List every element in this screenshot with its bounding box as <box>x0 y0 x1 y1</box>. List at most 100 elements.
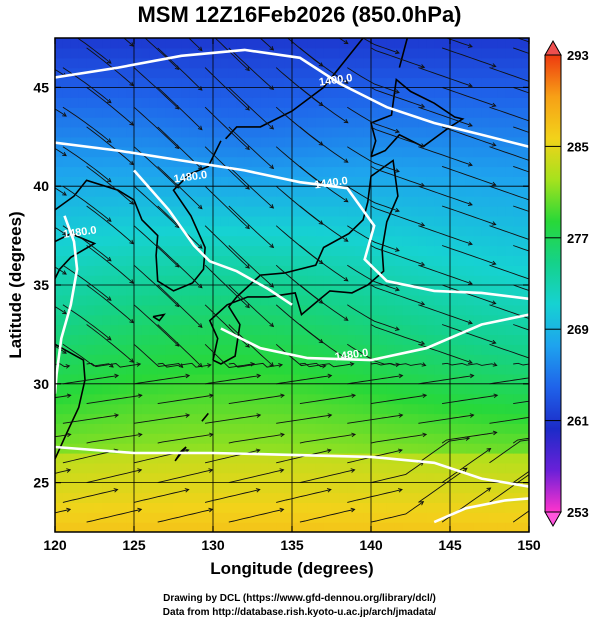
streamline <box>76 38 112 64</box>
streamline <box>55 394 71 399</box>
streamline-arrow <box>245 343 250 348</box>
streamline <box>123 38 134 47</box>
streamline-arrow <box>185 373 191 379</box>
streamline <box>157 166 203 210</box>
colorbar-tick-label: 277 <box>567 231 589 246</box>
streamline <box>133 414 190 424</box>
streamline <box>489 474 529 503</box>
streamline <box>205 375 261 385</box>
streamline-arrow <box>539 281 543 285</box>
streamline-arrow <box>467 161 473 167</box>
streamline-arrow <box>137 393 143 399</box>
streamline-arrow <box>398 373 404 379</box>
streamline-arrow <box>62 191 67 196</box>
colorbar-tick-label: 293 <box>567 48 589 63</box>
streamline-arrow <box>40 169 44 172</box>
streamline-arrow <box>106 217 112 222</box>
x-axis: 120 125 130 135 140 145 150 <box>43 38 541 553</box>
streamline-arrow <box>539 123 543 127</box>
streamline <box>512 437 529 444</box>
contour-label: 1440.0 <box>314 175 349 192</box>
streamline <box>441 324 496 344</box>
streamline-arrow <box>422 393 428 399</box>
streamline <box>513 47 529 54</box>
streamline-arrow <box>208 507 214 513</box>
streamline-arrow <box>563 64 567 68</box>
streamline <box>489 67 529 82</box>
credit-data: Data from http://database.rish.kyoto-u.a… <box>162 607 437 618</box>
streamline-arrow <box>343 79 349 84</box>
wind-streamlines <box>0 0 569 523</box>
x-tick-label: 130 <box>201 537 225 553</box>
streamline <box>86 245 134 284</box>
coast-segment <box>55 232 97 281</box>
streamline <box>513 205 529 212</box>
streamline-arrow <box>114 373 120 379</box>
streamline-arrow <box>174 104 180 110</box>
streamline-arrow <box>197 125 203 131</box>
streamline-arrow <box>468 4 472 8</box>
streamline-arrow <box>62 151 67 157</box>
streamline <box>157 245 203 289</box>
streamline-arrow <box>269 45 275 51</box>
streamline-arrow <box>197 46 203 52</box>
streamline <box>259 38 274 51</box>
streamline-arrow <box>420 182 426 188</box>
streamline <box>86 87 134 126</box>
streamline-arrow <box>65 364 71 369</box>
streamline-arrow <box>174 342 180 347</box>
y-tick-label: 30 <box>33 376 49 392</box>
streamline <box>133 106 180 149</box>
streamline-arrow <box>197 283 203 289</box>
streamline-arrow <box>394 247 400 252</box>
streamline-arrow <box>62 349 67 354</box>
streamline <box>418 264 473 285</box>
streamline-arrow <box>107 20 111 24</box>
streamline-arrow <box>420 261 426 267</box>
contour-line <box>55 445 529 488</box>
streamline <box>133 304 180 347</box>
streamline <box>441 47 496 67</box>
streamline <box>347 106 400 133</box>
streamline <box>445 38 473 48</box>
streamline <box>204 489 260 503</box>
colorbar-min-arrow <box>544 511 562 528</box>
streamline-arrow <box>420 340 426 346</box>
x-tick-label: 145 <box>438 537 462 553</box>
streamline <box>418 185 473 206</box>
streamline <box>188 38 203 51</box>
coast-segment <box>370 77 465 158</box>
streamline-arrow <box>62 309 67 315</box>
streamline-arrow <box>565 394 569 398</box>
streamline-arrow <box>174 302 180 308</box>
streamline <box>299 433 356 444</box>
streamline <box>86 166 134 205</box>
streamline-arrow <box>137 468 143 473</box>
streamline-arrow <box>43 414 47 418</box>
streamline <box>370 166 425 187</box>
streamline <box>86 433 142 444</box>
streamline <box>157 87 203 131</box>
streamline-arrow <box>40 363 44 366</box>
streamline <box>0 490 47 503</box>
streamline <box>55 363 70 368</box>
streamline-arrow <box>397 448 403 454</box>
streamline <box>347 67 400 94</box>
streamline-arrow <box>398 413 404 418</box>
y-tick-label: 40 <box>33 178 49 194</box>
colorbar-tick-label: 285 <box>567 139 589 154</box>
streamline <box>442 8 496 27</box>
streamline-arrow <box>343 118 349 124</box>
streamline <box>62 489 118 503</box>
streamline-arrow <box>245 66 250 72</box>
streamline <box>489 225 529 240</box>
streamline-arrow <box>350 468 356 473</box>
streamline-arrow <box>327 413 333 418</box>
streamline <box>204 185 250 229</box>
streamline <box>441 126 496 146</box>
contour-line <box>133 169 293 306</box>
streamline <box>228 284 274 327</box>
streamline <box>418 0 472 7</box>
streamline-arrow <box>492 24 496 28</box>
streamline-arrow <box>563 301 567 305</box>
